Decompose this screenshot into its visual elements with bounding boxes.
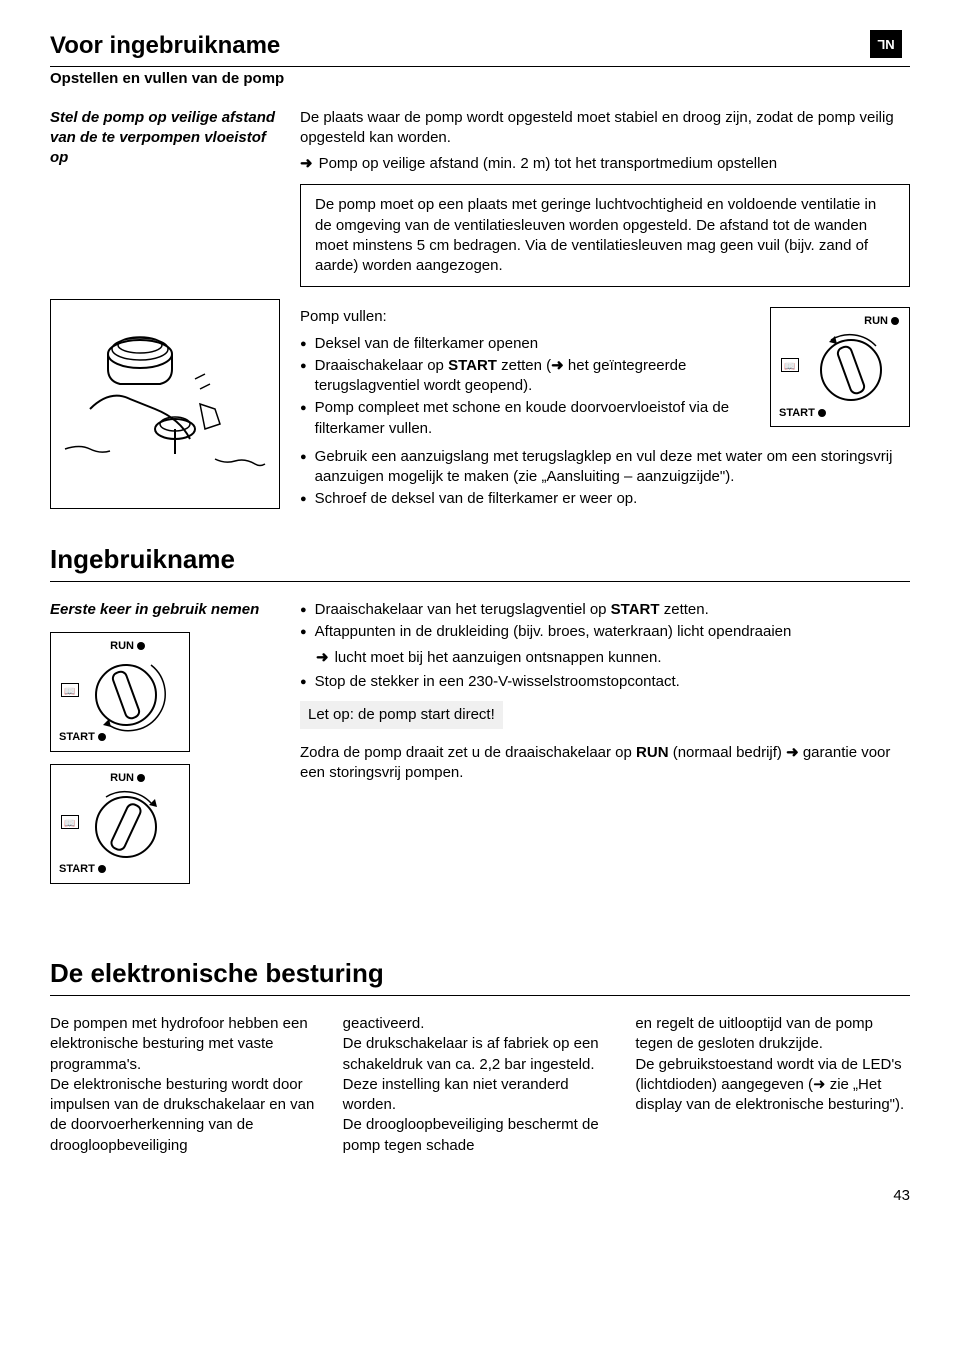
note-box: Let op: de pomp start direct!: [300, 701, 503, 729]
section1-intro-left: Stel de pomp op veilige afstand van de t…: [50, 108, 280, 169]
section3-col3: en regelt de uitlooptijd van de pomp teg…: [635, 1014, 910, 1156]
bullet-item: Stop de stekker in een 230-V-wisselstroo…: [315, 672, 680, 692]
bullet-item: Deksel van de filterkamer openen: [315, 334, 538, 354]
section2-intro-left: Eerste keer in gebruik nemen: [50, 600, 280, 620]
section3-title: De elektronische besturing: [50, 956, 910, 996]
bullet-item: Draaischakelaar op START zetten (➜ het g…: [315, 356, 750, 397]
pump-fill-title: Pomp vullen:: [300, 307, 750, 327]
section1-title: Voor ingebruikname: [50, 30, 910, 67]
section1-arrow1: Pomp op veilige afstand (min. 2 m) tot h…: [319, 154, 778, 174]
language-tab: NL: [870, 30, 902, 58]
section3-col2: geactiveerd. De drukschakelaar is af fab…: [343, 1014, 618, 1156]
page-number: 43: [50, 1186, 910, 1206]
section2-arrow2: lucht moet bij het aanzuigen ontsnappen …: [335, 648, 662, 668]
bullet-item: Aftappunten in de drukleiding (bijv. bro…: [315, 622, 792, 642]
dial-illustration-1: RUN START 📖: [770, 307, 910, 427]
bullet-item: Gebruik een aanzuigslang met terugslagkl…: [315, 447, 910, 488]
bullet-item: Schroef de deksel van de filterkamer er …: [315, 489, 638, 509]
section2-title: Ingebruikname: [50, 542, 910, 582]
section2-para2: Zodra de pomp draait zet u de draaischak…: [300, 743, 910, 784]
arrow-icon: ➜: [300, 154, 313, 174]
dial-illustration-3: RUN START 📖: [50, 764, 190, 884]
section1-subtitle: Opstellen en vullen van de pomp: [50, 69, 910, 89]
pump-illustration: [50, 299, 280, 509]
bullet-item: Draaischakelaar van het terugslagventiel…: [315, 600, 709, 620]
section1-callout: De pomp moet op een plaats met geringe l…: [300, 184, 910, 287]
arrow-icon: ➜: [316, 648, 329, 668]
dial-illustration-2: RUN START 📖: [50, 632, 190, 752]
section3-col1: De pompen met hydrofoor hebben een elekt…: [50, 1014, 325, 1156]
bullet-item: Pomp compleet met schone en koude doorvo…: [315, 398, 750, 439]
section1-para1: De plaats waar de pomp wordt opgesteld m…: [300, 108, 910, 149]
